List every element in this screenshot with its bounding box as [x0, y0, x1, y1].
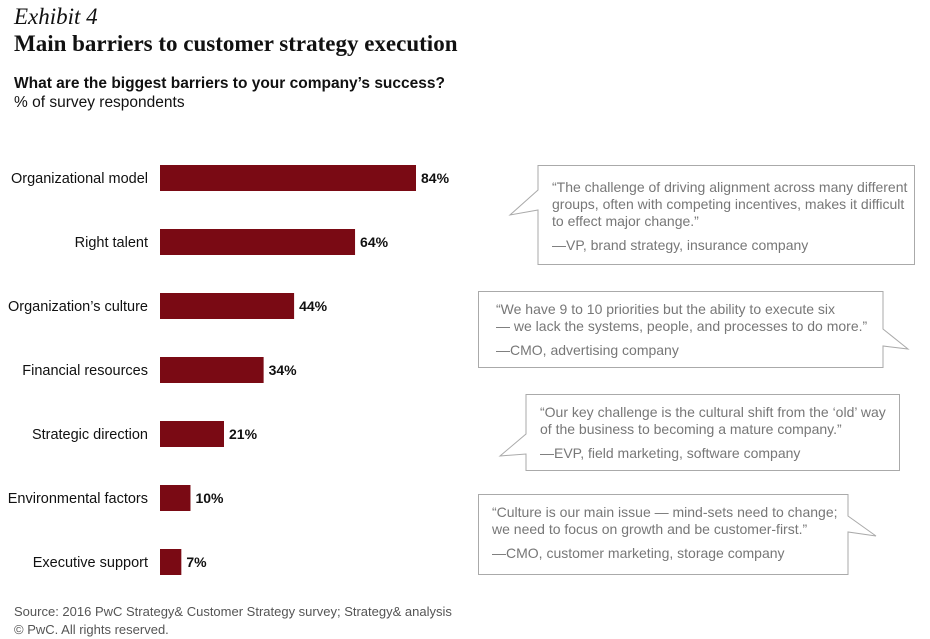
value-label: 7% [186, 554, 207, 570]
quote-2-line-1: “We have 9 to 10 priorities but the abil… [496, 301, 836, 317]
bar-chart: Organizational model 84% Right talent 64% Or… [8, 165, 450, 575]
bar [160, 165, 416, 191]
quote-3-attribution: —EVP, field marketing, software company [540, 445, 801, 461]
category-label: Organization’s culture [8, 299, 148, 315]
exhibit-label: Exhibit 4 [14, 4, 98, 29]
category-label: Right talent [75, 235, 148, 251]
chart-unit: % of survey respondents [14, 94, 185, 111]
quote-1-text: “The challenge of driving alignment acro… [552, 179, 907, 230]
quote-3-line-1: “Our key challenge is the cultural shift… [540, 404, 886, 420]
quote-4-attribution: —CMO, customer marketing, storage compan… [492, 545, 785, 561]
quote-1-attribution: —VP, brand strategy, insurance company [552, 237, 809, 253]
quote-1-line-3: to effect major change.” [552, 213, 699, 229]
value-label: 10% [195, 490, 224, 506]
quote-4-line-2: we need to focus on growth and be custom… [492, 521, 808, 537]
quote-box-2: “We have 9 to 10 priorities but the abil… [478, 291, 913, 371]
bar [160, 357, 264, 383]
value-label: 44% [299, 298, 328, 314]
quote-box-4: “Culture is our main issue — mind-sets n… [478, 494, 883, 576]
category-label: Financial resources [22, 363, 148, 379]
quote-2-line-2: — we lack the systems, people, and proce… [496, 318, 868, 334]
quote-3-text: “Our key challenge is the cultural shift… [540, 404, 886, 438]
quote-box-1: “The challenge of driving alignment acro… [508, 165, 918, 267]
chart-question: What are the biggest barriers to your co… [14, 75, 445, 92]
chart-title: Main barriers to customer strategy execu… [14, 31, 458, 56]
quote-2-text: “We have 9 to 10 priorities but the abil… [496, 301, 867, 335]
quote-4-text: “Culture is our main issue — mind-sets n… [492, 504, 838, 538]
quote-1-line-1: “The challenge of driving alignment acro… [552, 179, 908, 195]
bar [160, 293, 295, 319]
value-label: 21% [229, 426, 258, 442]
quote-4-line-1: “Culture is our main issue — mind-sets n… [492, 504, 838, 520]
value-label: 64% [360, 234, 389, 250]
quote-bubble-4 [478, 494, 877, 575]
category-label: Strategic direction [32, 427, 148, 443]
source-note: Source: 2016 PwC Strategy& Customer Stra… [14, 604, 452, 619]
quote-1-line-2: groups, often with competing incentives,… [552, 196, 905, 212]
category-label: Executive support [33, 555, 148, 571]
quote-box-3: “Our key challenge is the cultural shift… [498, 394, 903, 474]
quote-bubble-2 [478, 291, 910, 368]
quote-2-attribution: —CMO, advertising company [496, 342, 679, 358]
copyright-note: © PwC. All rights reserved. [14, 622, 169, 637]
quote-bubble-1 [508, 165, 915, 265]
bar [160, 421, 224, 447]
bar [160, 485, 191, 511]
value-label: 34% [269, 362, 298, 378]
category-label: Organizational model [11, 171, 148, 187]
quote-bubble-3 [498, 394, 900, 471]
bar [160, 229, 356, 255]
bar [160, 549, 182, 575]
value-label: 84% [421, 170, 450, 186]
category-label: Environmental factors [8, 491, 148, 507]
quote-3-line-2: of the business to becoming a mature com… [540, 421, 842, 437]
